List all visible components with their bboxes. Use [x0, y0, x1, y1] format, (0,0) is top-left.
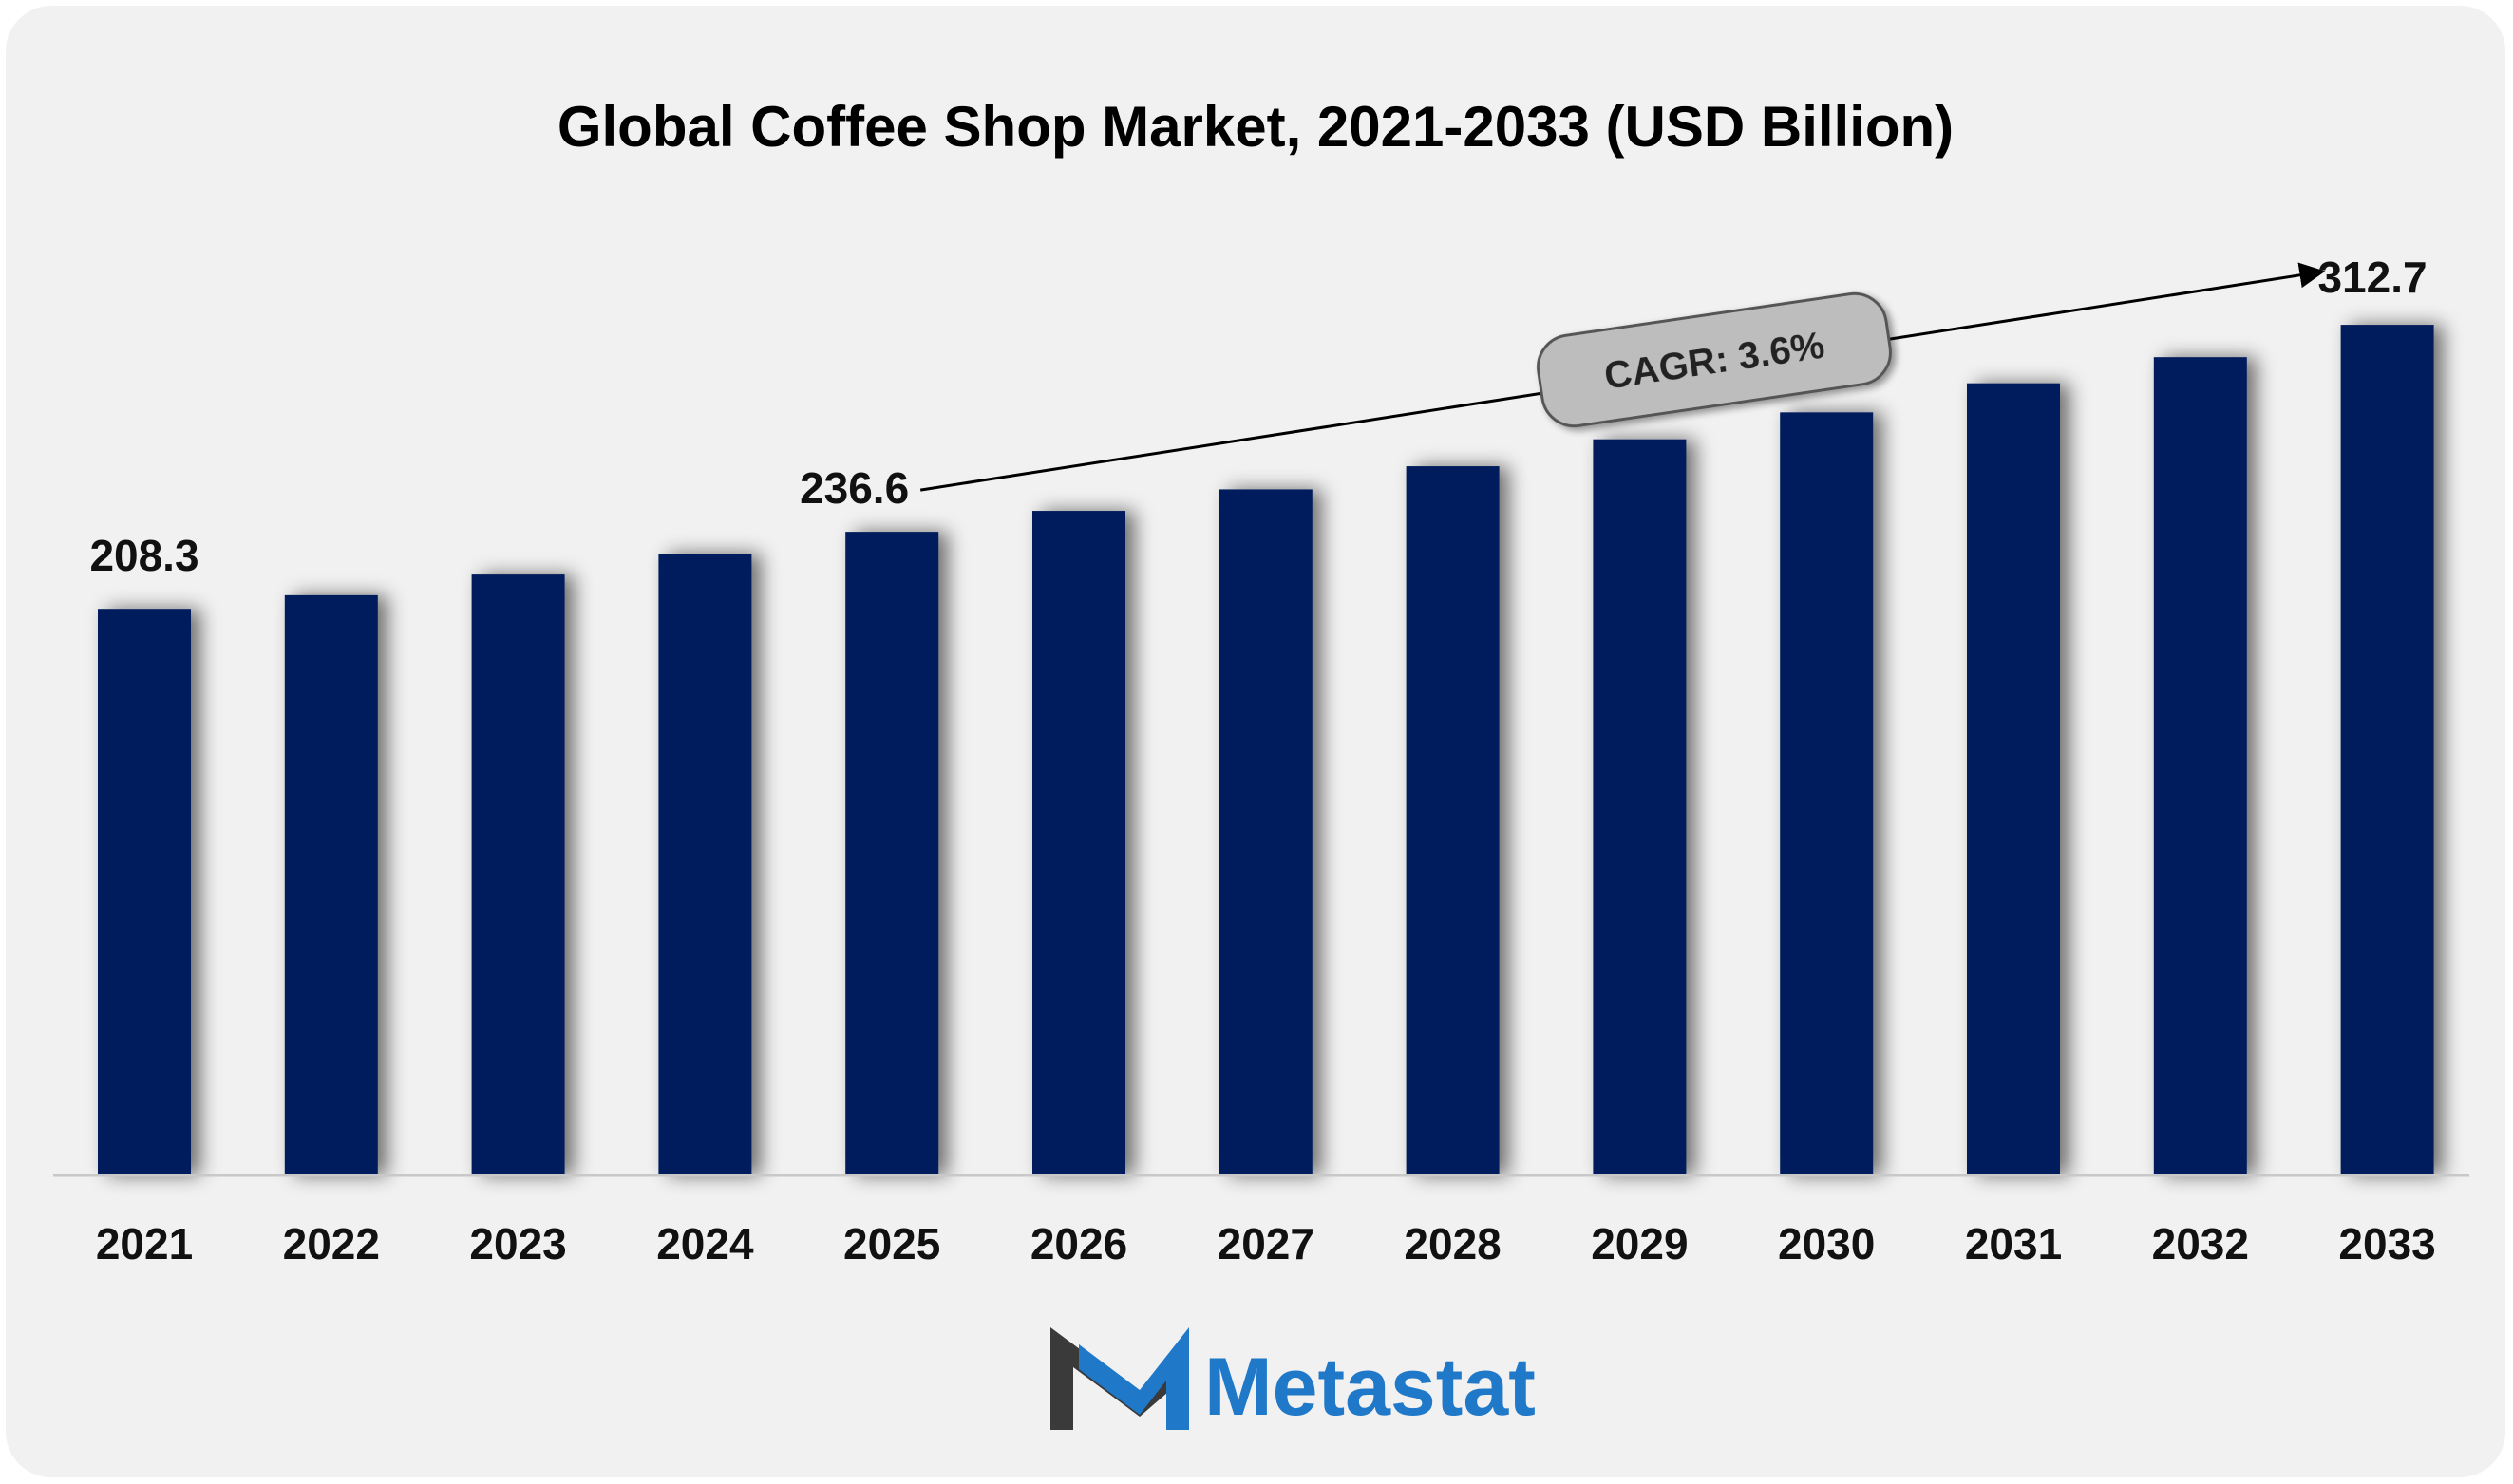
bar-2025 — [845, 532, 939, 1175]
cagr-badge-background — [1537, 291, 1892, 428]
metastat-logo: Metastat — [1050, 1327, 1536, 1433]
metastat-m-icon — [1050, 1327, 1189, 1430]
bar-2024 — [658, 554, 752, 1175]
x-tick-2029: 2029 — [1591, 1219, 1688, 1268]
bar-2029 — [1593, 439, 1687, 1175]
bar-2028 — [1406, 466, 1500, 1175]
chart-title: Global Coffee Shop Market, 2021-2033 (US… — [557, 95, 1954, 159]
x-tick-2032: 2032 — [2152, 1219, 2249, 1268]
bar-chart: Global Coffee Shop Market, 2021-2033 (US… — [53, 95, 2469, 1433]
x-tick-2021: 2021 — [96, 1219, 193, 1268]
x-tick-2028: 2028 — [1404, 1219, 1501, 1268]
bar-2027 — [1219, 489, 1313, 1175]
x-axis-ticks: 2021 2022 2023 2024 2025 2026 2027 2028 2029 2030… — [96, 1219, 2436, 1268]
data-label-2025: 236.6 — [800, 463, 909, 513]
bar-2032 — [2153, 357, 2247, 1175]
data-label-2033: 312.7 — [2317, 253, 2427, 302]
x-tick-2026: 2026 — [1030, 1219, 1127, 1268]
bar-2033 — [2340, 325, 2434, 1175]
data-labels: 208.3 236.6 312.7 — [89, 253, 2427, 580]
metastat-wordmark: Metastat — [1204, 1342, 1536, 1433]
bar-2031 — [1967, 383, 2060, 1176]
x-tick-2031: 2031 — [1965, 1219, 2062, 1268]
bar-2026 — [1032, 511, 1125, 1175]
bar-2022 — [284, 594, 378, 1175]
x-tick-2030: 2030 — [1778, 1219, 1875, 1268]
data-label-2021: 208.3 — [89, 531, 198, 580]
bar-2021 — [98, 609, 191, 1175]
x-tick-2023: 2023 — [469, 1219, 566, 1268]
x-tick-2024: 2024 — [656, 1219, 754, 1268]
x-tick-2027: 2027 — [1218, 1219, 1314, 1268]
cagr-badge: CAGR: 3.6% — [1537, 291, 1892, 428]
chart-card: Global Coffee Shop Market, 2021-2033 (US… — [6, 6, 2505, 1477]
bar-2023 — [471, 574, 565, 1175]
bar-2030 — [1780, 412, 1874, 1176]
x-tick-2022: 2022 — [283, 1219, 380, 1268]
x-tick-2033: 2033 — [2338, 1219, 2435, 1268]
x-tick-2025: 2025 — [843, 1219, 940, 1268]
bars-layer — [98, 325, 2434, 1176]
